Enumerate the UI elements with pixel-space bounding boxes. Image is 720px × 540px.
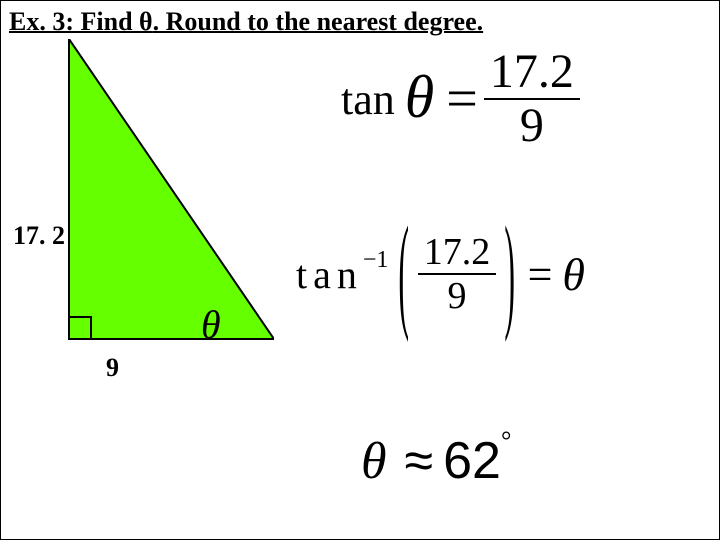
opposite-side-label: 17. 2 (13, 221, 65, 251)
title-suffix: . Round to the nearest degree. (153, 7, 484, 36)
eq2-numerator: 17.2 (418, 231, 497, 273)
eq2-lparen: ( (398, 196, 410, 346)
triangle-svg (59, 39, 274, 349)
eq2-rparen: ) (504, 196, 516, 346)
angle-theta-label: θ (201, 301, 221, 348)
equation-2-arctan: tan −1 ( 17.2 9 ) = θ (296, 231, 585, 317)
eq1-denominator: 9 (514, 100, 550, 152)
triangle-shape (69, 39, 274, 339)
eq2-theta: θ (562, 248, 585, 301)
eq3-value: 62 (443, 431, 501, 491)
title-theta: θ (139, 7, 153, 36)
eq3-degree-symbol: ° (501, 426, 511, 456)
eq1-numerator: 17.2 (484, 46, 580, 98)
eq1-equals: = (446, 67, 478, 131)
eq1-theta: θ (395, 63, 446, 136)
title-prefix: Ex. 3: Find (9, 7, 139, 36)
slide: Ex. 3: Find θ. Round to the nearest degr… (0, 0, 720, 540)
example-title: Ex. 3: Find θ. Round to the nearest degr… (9, 7, 483, 37)
eq3-approx: ≈ (395, 431, 444, 491)
eq1-fn: tan (341, 74, 395, 125)
equation-1-tan-ratio: tan θ = 17.2 9 (341, 46, 580, 152)
equation-3-result: θ ≈ 62 ° (361, 431, 511, 491)
eq3-theta: θ (361, 432, 395, 491)
eq1-fraction: 17.2 9 (484, 46, 580, 152)
eq2-denominator: 9 (442, 275, 473, 317)
eq2-equals: = (518, 249, 563, 300)
eq2-exponent: −1 (363, 247, 393, 274)
eq2-fn: tan (296, 251, 367, 298)
adjacent-side-label: 9 (106, 353, 119, 383)
triangle-figure (59, 39, 274, 349)
eq2-fraction: 17.2 9 (418, 231, 497, 317)
title-underline: Ex. 3: Find θ. Round to the nearest degr… (9, 7, 483, 36)
